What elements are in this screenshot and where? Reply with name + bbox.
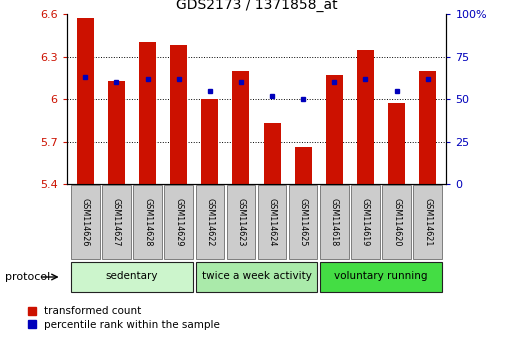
Text: GSM114619: GSM114619 bbox=[361, 198, 370, 246]
Text: GSM114623: GSM114623 bbox=[236, 198, 245, 246]
FancyBboxPatch shape bbox=[320, 185, 349, 259]
Bar bbox=[264, 123, 281, 184]
Text: GSM114629: GSM114629 bbox=[174, 198, 183, 246]
Bar bbox=[170, 45, 187, 184]
Text: sedentary: sedentary bbox=[106, 271, 159, 281]
Text: GSM114625: GSM114625 bbox=[299, 198, 308, 246]
Bar bbox=[357, 50, 374, 184]
FancyBboxPatch shape bbox=[71, 185, 100, 259]
FancyBboxPatch shape bbox=[382, 185, 411, 259]
Text: GSM114626: GSM114626 bbox=[81, 198, 90, 246]
Text: GSM114618: GSM114618 bbox=[330, 198, 339, 246]
Bar bbox=[201, 99, 219, 184]
FancyBboxPatch shape bbox=[413, 185, 442, 259]
Bar bbox=[419, 71, 436, 184]
Text: GSM114620: GSM114620 bbox=[392, 198, 401, 246]
Bar bbox=[108, 81, 125, 184]
FancyBboxPatch shape bbox=[227, 185, 255, 259]
Text: GSM114624: GSM114624 bbox=[268, 198, 277, 246]
Title: GDS2173 / 1371858_at: GDS2173 / 1371858_at bbox=[175, 0, 338, 12]
Text: GSM114621: GSM114621 bbox=[423, 198, 432, 246]
FancyBboxPatch shape bbox=[195, 185, 224, 259]
Bar bbox=[232, 71, 249, 184]
Bar bbox=[294, 147, 312, 184]
FancyBboxPatch shape bbox=[351, 185, 380, 259]
FancyBboxPatch shape bbox=[133, 185, 162, 259]
Text: voluntary running: voluntary running bbox=[334, 271, 428, 281]
Bar bbox=[77, 18, 94, 184]
FancyBboxPatch shape bbox=[102, 185, 131, 259]
Text: GSM114628: GSM114628 bbox=[143, 198, 152, 246]
Legend: transformed count, percentile rank within the sample: transformed count, percentile rank withi… bbox=[26, 304, 223, 332]
FancyBboxPatch shape bbox=[71, 262, 193, 292]
FancyBboxPatch shape bbox=[164, 185, 193, 259]
Text: GSM114627: GSM114627 bbox=[112, 198, 121, 246]
Text: protocol: protocol bbox=[5, 272, 50, 282]
Bar bbox=[139, 42, 156, 184]
Text: twice a week activity: twice a week activity bbox=[202, 271, 311, 281]
FancyBboxPatch shape bbox=[289, 185, 318, 259]
FancyBboxPatch shape bbox=[258, 185, 286, 259]
Text: GSM114622: GSM114622 bbox=[205, 198, 214, 246]
FancyBboxPatch shape bbox=[320, 262, 442, 292]
FancyBboxPatch shape bbox=[195, 262, 318, 292]
Bar bbox=[326, 75, 343, 184]
Bar bbox=[388, 103, 405, 184]
